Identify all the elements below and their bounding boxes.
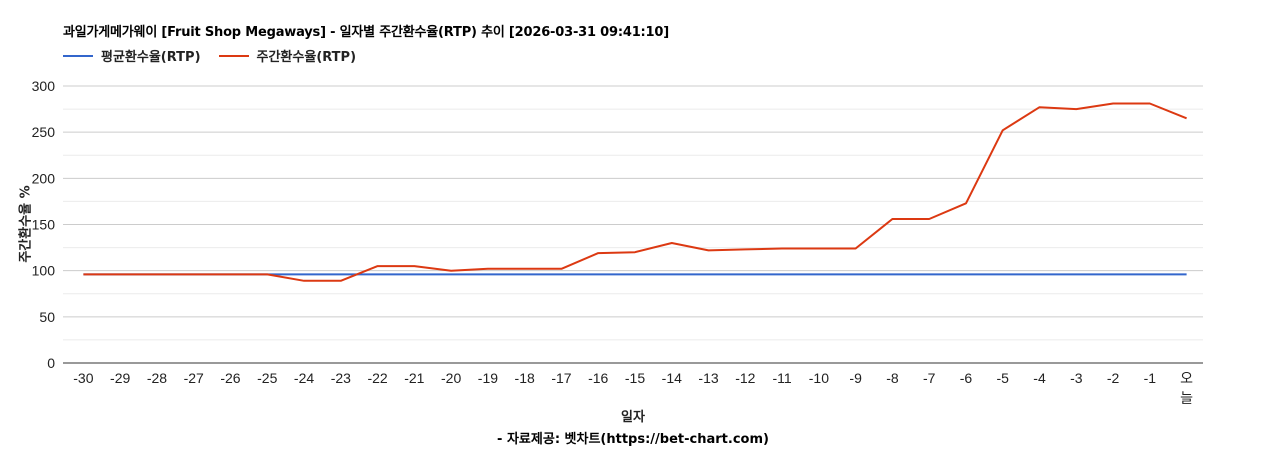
- x-tick-label: -20: [441, 370, 461, 386]
- x-tick-label: -11: [772, 370, 791, 386]
- x-tick-label: -22: [367, 370, 387, 386]
- y-tick-label: 300: [32, 78, 56, 94]
- x-tick-label: -16: [588, 370, 608, 386]
- y-tick-label: 250: [32, 124, 56, 140]
- x-tick-label: 늘: [1180, 390, 1193, 406]
- x-axis-title: 일자: [621, 410, 645, 425]
- x-tick-label: -15: [625, 370, 645, 386]
- legend-swatch-blue-icon: [63, 54, 93, 57]
- y-tick-label: 100: [32, 263, 56, 279]
- x-tick-label: -24: [294, 370, 314, 386]
- x-tick-label: -1: [1144, 370, 1157, 386]
- x-tick-label: -2: [1107, 370, 1120, 386]
- y-tick-label: 0: [47, 355, 55, 371]
- x-tick-label: -21: [404, 370, 424, 386]
- x-tick-label: -29: [110, 370, 130, 386]
- x-tick-label: -13: [698, 370, 718, 386]
- weekly-rtp-line[interactable]: [83, 102, 1187, 282]
- x-tick-label: -7: [923, 370, 936, 386]
- x-tick-label: 오: [1180, 370, 1193, 386]
- x-tick-label: -8: [886, 370, 899, 386]
- legend-item-weekly-rtp[interactable]: 주간환수율(RTP): [218, 46, 357, 65]
- x-tick-label: -27: [184, 370, 204, 386]
- y-tick-label: 200: [32, 170, 56, 186]
- x-tick-label: -18: [515, 370, 535, 386]
- x-tick-label: -10: [809, 370, 829, 386]
- x-tick-label: -6: [960, 370, 973, 386]
- series-lines: [83, 102, 1187, 282]
- legend-item-average-rtp[interactable]: 평균환수율(RTP): [63, 46, 201, 65]
- x-tick-label: -30: [73, 370, 93, 386]
- legend-label: 평균환수율(RTP): [101, 50, 201, 65]
- chart-title: 과일가게메가웨이 [Fruit Shop Megaways] - 일자별 주간환…: [63, 25, 669, 40]
- y-axis-ticks: 0 50 100 150 200 250 300: [32, 78, 56, 371]
- x-tick-label: -28: [147, 370, 167, 386]
- legend-label: 주간환수율(RTP): [256, 50, 357, 65]
- x-tick-label: -5: [997, 370, 1010, 386]
- source-credit: - 자료제공: 벳차트(https://bet-chart.com): [497, 432, 769, 447]
- x-tick-label: -12: [735, 370, 755, 386]
- x-tick-label: -23: [331, 370, 351, 386]
- legend-swatch-red-icon: [218, 54, 249, 57]
- x-tick-label: -19: [478, 370, 498, 386]
- x-tick-label: -4: [1033, 370, 1046, 386]
- legend: 평균환수율(RTP) 주간환수율(RTP): [63, 46, 374, 65]
- gridlines: [63, 85, 1203, 364]
- x-tick-label: -26: [220, 370, 240, 386]
- y-tick-label: 150: [32, 217, 56, 233]
- x-tick-label: -14: [662, 370, 682, 386]
- y-tick-label: 50: [39, 309, 55, 325]
- x-tick-label: -9: [849, 370, 862, 386]
- x-tick-label: -3: [1070, 370, 1083, 386]
- x-tick-label: -17: [551, 370, 571, 386]
- x-axis-ticks: -30 -29 -28 -27 -26 -25 -24 -23 -22 -21 -20 -19 -18-…: [73, 370, 1193, 406]
- x-tick-label: -25: [257, 370, 277, 386]
